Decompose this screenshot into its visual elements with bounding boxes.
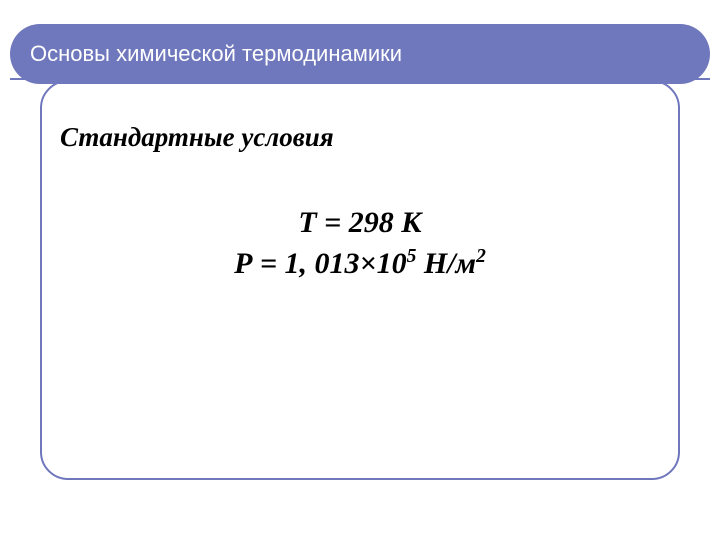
equation-2-mid: Н/м [416,247,476,280]
equation-2-sup1: 5 [407,246,417,267]
header-pill: Основы химической термодинамики [10,24,710,84]
equation-temperature: Т = 298 К [60,203,660,244]
equation-pressure: Р = 1, 013×105 Н/м2 [60,244,660,285]
slide: Стандартные условия Т = 298 К Р = 1, 013… [0,0,720,540]
content-inner: Стандартные условия Т = 298 К Р = 1, 013… [42,82,678,284]
content-frame: Стандартные условия Т = 298 К Р = 1, 013… [40,80,680,480]
equations-block: Т = 298 К Р = 1, 013×105 Н/м2 [60,203,660,284]
equation-1-text: Т = 298 К [298,206,421,239]
subheading: Стандартные условия [60,122,660,153]
equation-2-prefix: Р = 1, 013×10 [234,247,407,280]
header-title: Основы химической термодинамики [30,41,402,67]
equation-2-sup2: 2 [476,246,486,267]
